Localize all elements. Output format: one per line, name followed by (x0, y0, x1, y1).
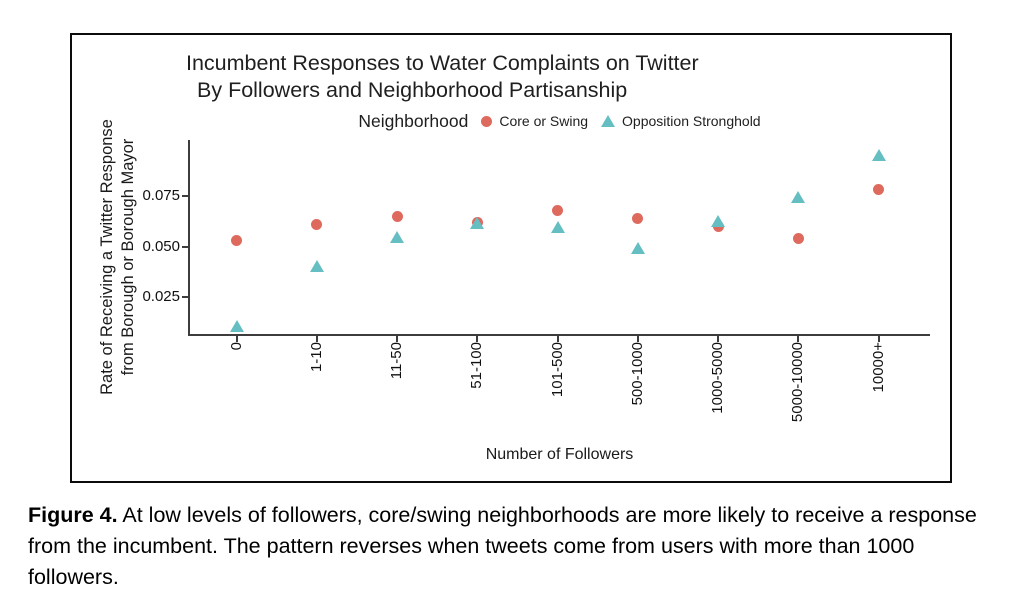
legend-item-core-or-swing: Core or Swing (481, 113, 588, 129)
data-point-circle (552, 204, 563, 216)
x-tick-label-text: 5000-10000 (789, 342, 807, 423)
x-tick-label-text: 10000+ (869, 342, 887, 393)
x-tick-label: 1000-5000 (709, 341, 726, 414)
y-axis-title-line1: Rate of Receiving a Twitter Response (98, 119, 116, 395)
data-point-triangle (630, 241, 645, 254)
y-tick-label: 0.075 (142, 187, 180, 204)
y-axis-title: Rate of Receiving a Twitter Response fro… (97, 46, 139, 468)
data-point-circle (391, 210, 403, 222)
y-tick-label: 0.050 (142, 237, 180, 255)
data-point-circle (311, 218, 323, 230)
data-point-circle (873, 184, 884, 196)
x-tick-mark (717, 336, 719, 342)
data-point-triangle (550, 221, 565, 234)
figure-caption-label: Figure 4. (28, 503, 118, 527)
x-tick-label: 11-50 (388, 341, 405, 379)
x-tick-label-text: 51-100 (468, 342, 486, 389)
data-point-triangle (871, 148, 886, 161)
data-point-circle (231, 234, 242, 246)
triangle-marker-icon (601, 115, 616, 127)
x-tick-mark (396, 336, 398, 342)
x-tick-label: 0 (227, 341, 245, 357)
x-tick-label-text: 1-10 (307, 342, 325, 373)
x-tick-label: 10000+ (870, 341, 887, 392)
x-tick-label-text: 500-1000 (628, 342, 646, 406)
data-point-triangle (309, 259, 324, 272)
x-tick-label-text: 1000-5000 (709, 342, 726, 414)
figure-caption-text: At low levels of followers, core/swing n… (28, 503, 977, 589)
legend-label-opposition-stronghold: Opposition Stronghold (622, 113, 761, 129)
x-tick-mark (636, 336, 639, 342)
legend-title: Neighborhood (358, 110, 469, 131)
x-tick-mark (476, 336, 479, 342)
x-tick-mark (556, 336, 559, 342)
x-tick-label: 51-100 (468, 341, 485, 389)
x-tick-label: 500-1000 (629, 341, 646, 405)
data-point-triangle (791, 191, 806, 204)
x-tick-label: 101-500 (549, 341, 566, 397)
y-axis-title-line2: from Borough or Borough Mayor (119, 138, 137, 376)
chart-title-line2: By Followers and Neighborhood Partisansh… (197, 78, 628, 102)
x-tick-mark (877, 336, 880, 342)
data-point-triangle (229, 320, 244, 333)
y-axis-line (188, 140, 190, 336)
y-tick-mark (182, 296, 188, 298)
legend-item-opposition-stronghold: Opposition Stronghold (601, 113, 761, 129)
x-tick-label-text: 0 (227, 342, 245, 351)
circle-marker-icon (481, 115, 493, 127)
data-point-circle (632, 212, 644, 224)
x-tick-label-text: 101-500 (548, 342, 566, 398)
x-tick-label: 1-10 (308, 341, 325, 372)
data-point-triangle (390, 231, 404, 244)
x-tick-mark (797, 336, 800, 342)
y-tick-mark (182, 245, 188, 248)
data-point-triangle (711, 215, 725, 228)
data-point-circle (792, 232, 804, 244)
chart-title: Incumbent Responses to Water Complaints … (186, 50, 699, 104)
chart-title-line1: Incumbent Responses to Water Complaints … (186, 51, 699, 75)
data-point-triangle (470, 217, 485, 230)
legend: Neighborhood Core or Swing Opposition St… (189, 108, 930, 134)
y-tick-mark (182, 195, 188, 197)
x-tick-mark (315, 336, 318, 342)
figure-panel-border (70, 33, 952, 483)
y-tick-label: 0.025 (142, 288, 180, 305)
legend-label-core-or-swing: Core or Swing (499, 113, 589, 129)
figure-caption: Figure 4. At low levels of followers, co… (28, 500, 988, 593)
x-tick-mark (235, 336, 238, 342)
x-tick-label: 5000-10000 (789, 341, 806, 422)
x-axis-line (188, 334, 930, 336)
x-axis-title: Number of Followers (485, 446, 634, 463)
x-tick-label-text: 11-50 (388, 342, 405, 380)
